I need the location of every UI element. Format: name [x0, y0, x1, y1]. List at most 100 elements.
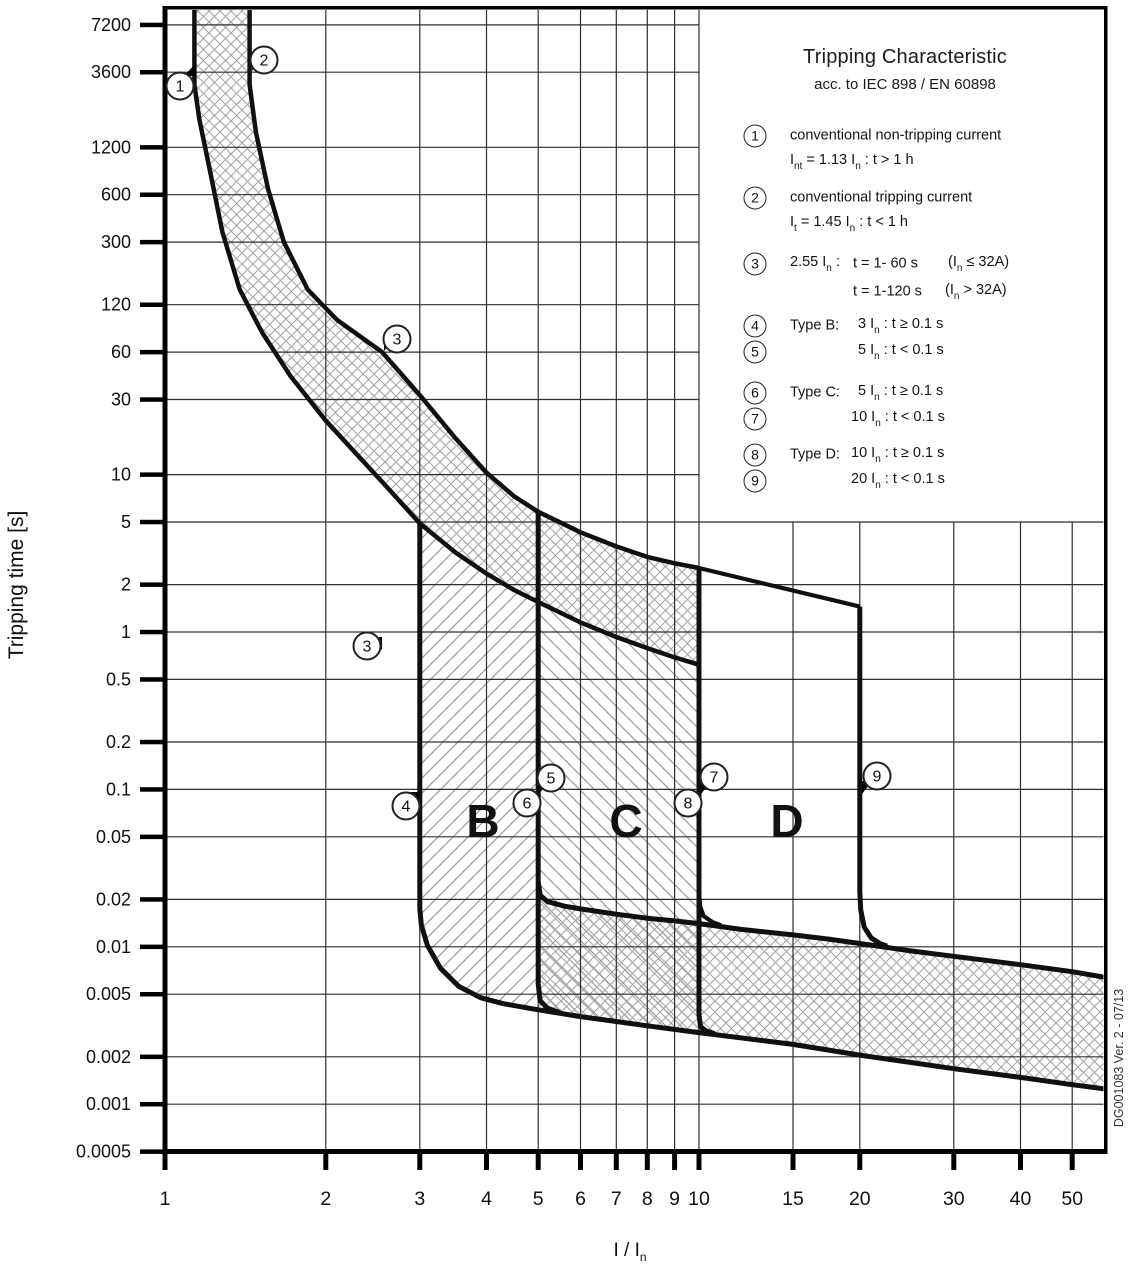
y-tick-60 — [140, 349, 165, 355]
thermal-band-region — [194, 10, 699, 665]
curve-magnetic-band-bottom — [502, 1001, 1104, 1092]
y-axis-line — [162, 6, 168, 1155]
callout-3-number: 3 — [363, 639, 372, 656]
y-tick-1200 — [140, 145, 165, 150]
x-tick-label-1: 1 — [160, 1188, 171, 1210]
callout-8: 8 — [673, 788, 703, 818]
y-tick-5 — [140, 519, 165, 525]
characteristic-curves — [192, 10, 1104, 1092]
curve-type-d-top-boundary — [698, 565, 861, 609]
y-axis-title: Tripping time [s] — [5, 510, 28, 660]
y-tick-0.005 — [140, 992, 165, 997]
x-tick-label-6: 6 — [575, 1188, 586, 1210]
x-tick-15 — [790, 1151, 796, 1170]
x-tick-label-2: 2 — [320, 1188, 331, 1210]
y-tick-120 — [140, 302, 165, 307]
x-tick-40 — [1018, 1151, 1023, 1170]
curve-type-b-3In-line — [417, 523, 504, 1007]
callout-2-circle — [249, 45, 279, 75]
x-axis-line — [162, 1149, 1108, 1154]
y-tick-label-10: 10 — [111, 465, 131, 485]
y-tick-10 — [140, 472, 165, 477]
x-tick-2 — [323, 1151, 329, 1170]
y-tick-label-7200: 7200 — [91, 15, 131, 35]
x-axis-title-main: I / I — [613, 1240, 640, 1262]
callout-8-number: 8 — [684, 796, 693, 813]
callout-1-flag — [184, 63, 196, 76]
y-tick-label-0.002: 0.002 — [86, 1047, 131, 1067]
y-tick-7200 — [140, 22, 165, 28]
x-tick-1 — [162, 1151, 168, 1170]
callout-2-number: 2 — [260, 53, 269, 70]
x-tick-label-5: 5 — [533, 1188, 544, 1210]
y-tick-label-0.2: 0.2 — [106, 732, 131, 752]
x-tick-label-15: 15 — [782, 1188, 804, 1210]
x-tick-label-10: 10 — [688, 1188, 710, 1210]
frame-top — [165, 6, 1108, 10]
x-tick-label-3: 3 — [414, 1188, 425, 1210]
plot-frame — [162, 6, 1108, 1155]
y-tick-label-1200: 1200 — [91, 137, 131, 157]
x-tick-4 — [484, 1151, 489, 1170]
axis-tick-labels: 7200360012006003001206030105210.50.20.10… — [76, 15, 1083, 1210]
y-tick-label-0.1: 0.1 — [106, 779, 131, 799]
x-tick-label-8: 8 — [642, 1188, 653, 1210]
callout-9-circle — [862, 761, 892, 791]
callout-4-number: 4 — [402, 799, 411, 816]
x-tick-label-40: 40 — [1010, 1188, 1032, 1210]
y-tick-0.001 — [140, 1102, 165, 1107]
curve-thermal-lower-boundary — [192, 10, 700, 667]
y-tick-label-0.01: 0.01 — [96, 937, 131, 957]
x-tick-30 — [951, 1151, 957, 1170]
y-tick-0.0005 — [140, 1149, 165, 1154]
callout-7-number: 7 — [710, 770, 719, 787]
callout-1: 1 — [165, 63, 196, 101]
x-tick-20 — [857, 1151, 863, 1170]
hatch-regions — [194, 10, 1104, 1089]
callout-5-circle — [536, 763, 566, 793]
axis-ticks — [140, 22, 1075, 1170]
y-tick-label-0.05: 0.05 — [96, 827, 131, 847]
x-tick-7 — [613, 1151, 619, 1170]
type-b-region — [419, 523, 548, 1010]
y-tick-label-120: 120 — [101, 295, 131, 315]
callout-3-number: 3 — [393, 332, 402, 349]
callout-9: 9 — [862, 761, 892, 794]
x-tick-9 — [672, 1151, 678, 1170]
callout-3-circle — [382, 324, 412, 354]
zone-label-C: C — [609, 795, 642, 847]
curve-type-cd-10In-line — [696, 568, 716, 1036]
chart-title: Tripping Characteristic — [803, 46, 1007, 68]
y-tick-label-300: 300 — [101, 232, 131, 252]
x-tick-label-4: 4 — [481, 1188, 492, 1210]
callout-1-circle — [165, 71, 195, 101]
x-tick-label-9: 9 — [669, 1188, 680, 1210]
x-axis-title: I / In — [613, 1240, 646, 1264]
callout-2: 2 — [249, 45, 279, 75]
y-tick-label-0.5: 0.5 — [106, 669, 131, 689]
y-tick-label-2: 2 — [121, 575, 131, 595]
y-tick-3600 — [140, 70, 165, 75]
y-tick-0.02 — [140, 897, 165, 902]
legend-title-block: Tripping Characteristic acc. to IEC 898 … — [716, 46, 1094, 93]
curve-type-cd-10In-knee — [696, 891, 722, 928]
y-tick-label-30: 30 — [111, 390, 131, 410]
curve-type-d-20In-line — [857, 606, 888, 949]
callout-3: 3 — [382, 324, 412, 354]
y-tick-0.05 — [140, 834, 165, 840]
callout-8-circle — [673, 788, 703, 818]
x-axis-title-sub: n — [639, 1249, 647, 1264]
callout-4-circle — [391, 791, 421, 821]
x-tick-8 — [644, 1151, 650, 1170]
y-tick-label-0.02: 0.02 — [96, 889, 131, 909]
y-tick-0.1 — [140, 787, 165, 792]
y-tick-label-0.0005: 0.0005 — [76, 1142, 131, 1162]
y-tick-label-3600: 3600 — [91, 62, 131, 82]
y-tick-300 — [140, 239, 165, 245]
document-reference-note: DG001083 Ver. 2 - 07/13 — [1112, 988, 1126, 1128]
chart-subtitle: acc. to IEC 898 / EN 60898 — [814, 76, 996, 93]
x-tick-6 — [578, 1151, 583, 1170]
